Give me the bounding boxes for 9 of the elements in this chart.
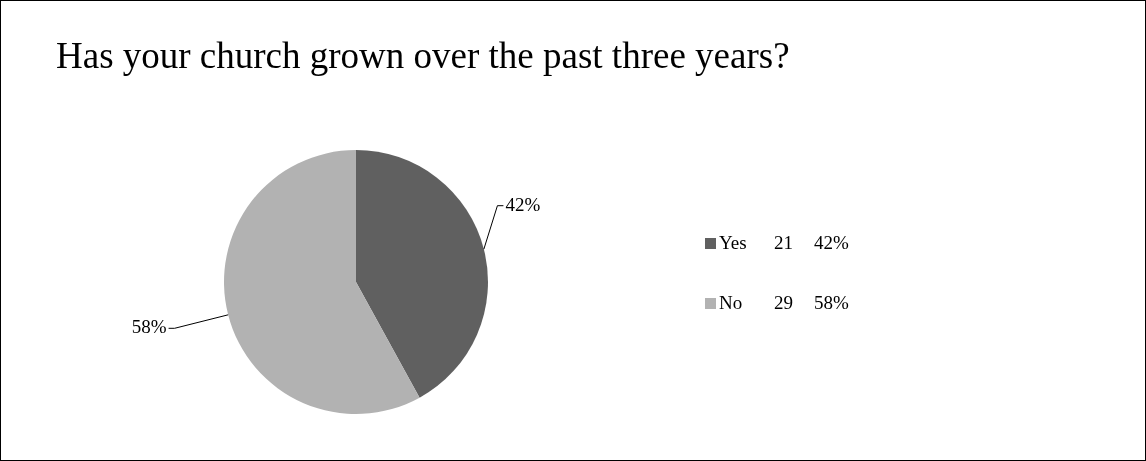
text: 29 [774,292,794,314]
data-label: 58% [131,316,167,338]
chart-title: Has your church grown over the past three years? [56,34,790,77]
legend-label: Yes [719,232,748,254]
text: 42% [814,232,849,253]
text: 58% [814,292,849,313]
legend-label: No [719,292,744,314]
text: 21 [774,232,794,254]
data-label: 42% [505,193,541,215]
